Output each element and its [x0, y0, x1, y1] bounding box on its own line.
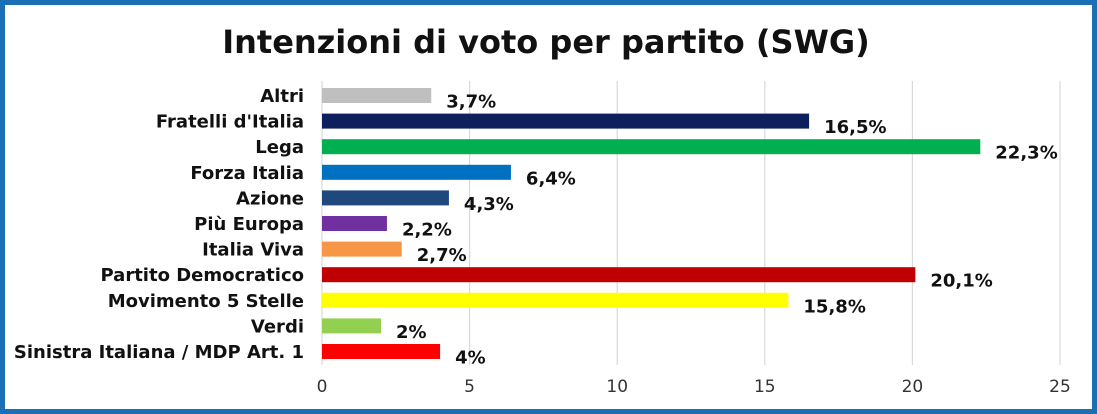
category-label: Azione: [236, 188, 304, 209]
x-tick-label: 0: [317, 377, 328, 397]
data-label: 16,5%: [824, 117, 886, 138]
bar: [322, 164, 511, 180]
bar-chart: Intenzioni di voto per partito (SWG) 0 5 1…: [14, 23, 1071, 397]
x-tick-label: 25: [1049, 377, 1071, 397]
bar: [322, 216, 387, 231]
data-label: 22,3%: [995, 143, 1057, 164]
category-label: Verdi: [251, 316, 304, 337]
bar: [322, 190, 449, 206]
category-label: Movimento 5 Stelle: [108, 291, 304, 312]
x-tick-label: 20: [902, 377, 924, 397]
bars: [322, 88, 981, 359]
chart-title: Intenzioni di voto per partito (SWG): [222, 23, 870, 61]
data-label: 6,4%: [526, 168, 576, 189]
bar: [322, 113, 810, 129]
bar: [322, 139, 981, 155]
category-label: Partito Democratico: [100, 265, 304, 286]
x-tick-label: 5: [464, 377, 475, 397]
category-label: Forza Italia: [190, 163, 304, 184]
x-tick-label: 10: [606, 377, 628, 397]
data-label: 2,7%: [417, 245, 467, 266]
category-label: Italia Viva: [202, 240, 304, 261]
category-label: Lega: [255, 137, 304, 158]
bar: [322, 292, 789, 308]
x-axis-ticks: 0 5 10 15 20 25: [317, 377, 1071, 397]
category-labels: Altri Fratelli d'Italia Lega Forza Italia Az…: [14, 86, 304, 363]
data-label: 15,8%: [803, 296, 865, 317]
data-label: 4%: [455, 348, 486, 369]
data-label: 4,3%: [464, 194, 514, 215]
category-label: Fratelli d'Italia: [156, 112, 304, 133]
data-label: 2%: [396, 322, 427, 343]
bar: [322, 241, 402, 257]
bar: [322, 318, 382, 334]
bar: [322, 344, 441, 359]
bar: [322, 267, 916, 283]
data-label: 20,1%: [930, 271, 992, 292]
category-label: Sinistra Italiana / MDP Art. 1: [14, 342, 304, 363]
category-label: Altri: [260, 86, 304, 107]
bar: [322, 88, 432, 103]
data-labels: 3,7% 16,5% 22,3% 6,4% 4,3% 2,2% 2,7% 20,1% 15,8%…: [396, 92, 1058, 369]
data-label: 3,7%: [446, 92, 496, 113]
x-tick-label: 15: [754, 377, 776, 397]
data-label: 2,2%: [402, 220, 452, 241]
category-label: Più Europa: [194, 214, 304, 235]
